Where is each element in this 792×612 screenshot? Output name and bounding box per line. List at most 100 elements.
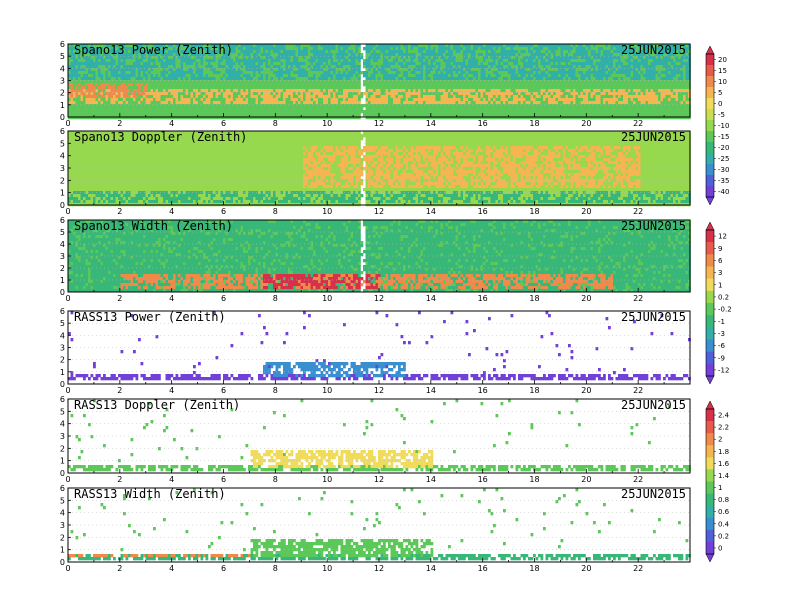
heatmap-cell xyxy=(470,98,474,102)
heatmap-cell xyxy=(513,80,516,84)
heatmap-cell xyxy=(503,62,506,66)
heatmap-cell xyxy=(438,86,441,90)
heatmap-cell xyxy=(488,53,491,57)
heatmap-cell xyxy=(515,59,519,63)
heatmap-cell xyxy=(290,107,294,111)
heatmap-cell xyxy=(98,89,101,93)
heatmap-cell xyxy=(195,53,199,57)
heatmap-cell xyxy=(130,89,134,93)
heatmap-cell xyxy=(73,98,76,102)
heatmap-cell xyxy=(395,77,399,81)
heatmap-cell xyxy=(75,65,79,69)
heatmap-cell xyxy=(203,44,206,48)
heatmap-cell xyxy=(555,101,559,105)
heatmap-cell xyxy=(278,95,281,99)
heatmap-cell xyxy=(180,68,184,72)
heatmap-cell xyxy=(188,98,191,102)
heatmap-cell xyxy=(245,71,249,75)
heatmap-cell xyxy=(445,53,449,57)
heatmap-cell xyxy=(403,113,406,117)
heatmap-cell xyxy=(140,68,144,72)
heatmap-cell xyxy=(378,98,381,102)
heatmap-cell xyxy=(415,77,419,81)
heatmap-cell xyxy=(165,80,169,84)
heatmap-cell xyxy=(73,65,76,69)
heatmap-cell xyxy=(238,92,241,96)
heatmap-cell xyxy=(200,59,204,63)
heatmap-cell xyxy=(315,86,319,90)
heatmap-cell xyxy=(213,92,216,96)
heatmap-cell xyxy=(383,59,386,63)
heatmap-cell xyxy=(390,47,394,51)
heatmap-cell xyxy=(305,116,309,120)
heatmap-cell xyxy=(135,59,139,63)
heatmap-cell xyxy=(458,56,461,60)
heatmap-cell xyxy=(73,107,76,111)
heatmap-cell xyxy=(388,104,391,108)
heatmap-cell xyxy=(445,113,449,117)
heatmap-cell xyxy=(243,113,246,117)
heatmap-cell xyxy=(273,74,276,78)
heatmap-cell xyxy=(520,89,524,93)
heatmap-cell xyxy=(530,59,534,63)
heatmap-cell xyxy=(525,77,529,81)
heatmap-cell xyxy=(525,59,529,63)
heatmap-cell xyxy=(478,50,481,54)
heatmap-cell xyxy=(413,95,416,99)
heatmap-cell xyxy=(135,116,139,120)
heatmap-cell xyxy=(333,86,336,90)
heatmap-cell xyxy=(483,44,486,48)
heatmap-cell xyxy=(218,68,221,72)
heatmap-cell xyxy=(343,107,346,111)
heatmap-cell xyxy=(235,107,239,111)
heatmap-cell xyxy=(275,77,279,81)
heatmap-cell xyxy=(543,107,546,111)
heatmap-cell xyxy=(440,80,444,84)
heatmap-cell xyxy=(388,89,391,93)
heatmap-cell xyxy=(85,116,89,120)
heatmap-cell xyxy=(343,89,346,93)
heatmap-cell xyxy=(208,71,211,75)
heatmap-cell xyxy=(453,65,456,69)
heatmap-cell xyxy=(80,80,84,84)
heatmap-cell xyxy=(93,83,96,87)
heatmap-cell xyxy=(478,59,481,63)
heatmap-cell xyxy=(128,47,131,51)
heatmap-cell xyxy=(543,92,546,96)
heatmap-cell xyxy=(150,83,154,87)
heatmap-cell xyxy=(170,116,174,120)
heatmap-cell xyxy=(460,80,464,84)
heatmap-cell xyxy=(540,47,544,51)
heatmap-cell xyxy=(560,86,564,90)
heatmap-cell xyxy=(138,80,141,84)
heatmap-cell xyxy=(458,107,461,111)
heatmap-cell xyxy=(150,104,154,108)
heatmap-cell xyxy=(368,104,371,108)
heatmap-cell xyxy=(93,62,96,66)
heatmap-cell xyxy=(200,104,204,108)
heatmap-cell xyxy=(220,65,224,69)
heatmap-cell xyxy=(243,101,246,105)
heatmap-cell xyxy=(508,77,511,81)
heatmap-cell xyxy=(563,44,566,48)
heatmap-cell xyxy=(470,92,474,96)
heatmap-cell xyxy=(210,50,214,54)
heatmap-cell xyxy=(328,53,331,57)
heatmap-cell xyxy=(413,50,416,54)
heatmap-cell xyxy=(100,65,104,69)
heatmap-cell xyxy=(95,56,99,60)
heatmap-cell xyxy=(505,56,509,60)
heatmap-cell xyxy=(503,104,506,108)
heatmap-cell xyxy=(253,89,256,93)
heatmap-cell xyxy=(420,71,424,75)
heatmap-cell xyxy=(398,59,401,63)
heatmap-cell xyxy=(330,116,334,120)
heatmap-cell xyxy=(320,59,324,63)
heatmap-cell xyxy=(523,101,526,105)
heatmap-cell xyxy=(425,101,429,105)
heatmap-cell xyxy=(398,71,401,75)
heatmap-cell xyxy=(193,86,196,90)
heatmap-cell xyxy=(408,86,411,90)
heatmap-cell xyxy=(290,83,294,87)
heatmap-cell xyxy=(100,62,104,66)
